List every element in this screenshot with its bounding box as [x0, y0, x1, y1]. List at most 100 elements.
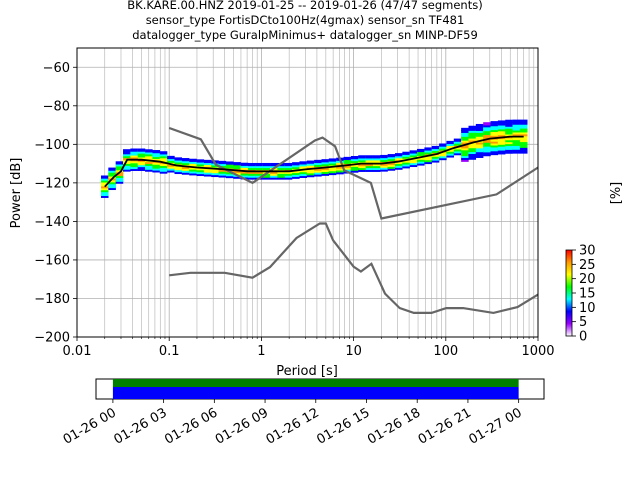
psd-cell	[519, 148, 528, 152]
psd-cell	[431, 153, 440, 157]
psd-cell	[262, 176, 271, 180]
psd-cell	[431, 159, 440, 163]
psd-cell	[490, 144, 499, 148]
psd-cell	[284, 166, 293, 171]
psd-cell	[321, 170, 330, 174]
psd-cell	[417, 158, 425, 162]
psd-cell	[314, 173, 322, 177]
psd-cell	[358, 159, 366, 163]
psd-cell	[159, 151, 168, 155]
psd-cell	[299, 170, 307, 175]
psd-cell	[189, 166, 197, 170]
psd-cell	[505, 129, 513, 133]
psd-cell	[233, 164, 241, 168]
psd-cell	[490, 151, 499, 156]
psd-cell	[255, 162, 263, 167]
psd-cell	[299, 167, 307, 171]
psd-cell	[321, 168, 330, 172]
psd-cell	[483, 151, 491, 155]
psd-cell	[461, 137, 469, 141]
psd-cell	[519, 133, 528, 137]
psd-cell	[475, 149, 484, 153]
psd-cell	[196, 172, 205, 177]
psd-cell	[483, 129, 491, 134]
psd-cell	[247, 172, 256, 176]
psd-cell	[505, 142, 513, 147]
psd-cell	[394, 164, 403, 168]
psd-cell	[490, 138, 499, 142]
psd-cell	[372, 161, 381, 165]
psd-cell	[512, 142, 521, 146]
psd-cell	[123, 156, 131, 161]
psd-cell	[431, 155, 440, 159]
psd-cell	[461, 129, 469, 133]
psd-cell	[439, 153, 447, 157]
psd-cell	[461, 156, 469, 160]
psd-cell	[505, 138, 513, 143]
psd-cell	[130, 152, 138, 156]
psd-cell	[218, 164, 227, 168]
psd-cell	[468, 139, 477, 143]
psd-cell	[255, 172, 263, 176]
psd-cell	[211, 168, 219, 172]
psd-cell	[461, 127, 469, 132]
psd-cell	[203, 171, 212, 175]
psd-cell	[225, 174, 234, 179]
timeline-tick-label: 01-26 09	[213, 405, 271, 447]
psd-cell	[123, 166, 131, 170]
psd-cell	[189, 162, 197, 166]
psd-cell	[211, 169, 219, 174]
psd-cell	[115, 167, 124, 171]
psd-cell	[358, 162, 366, 167]
psd-cell	[167, 169, 175, 173]
psd-cell	[446, 150, 454, 154]
psd-cell	[108, 186, 116, 191]
plot-area	[77, 48, 538, 337]
psd-cell	[461, 141, 469, 145]
psd-cell	[497, 143, 506, 147]
psd-cell	[292, 173, 300, 177]
psd-cell	[130, 154, 138, 158]
psd-cell	[240, 168, 249, 172]
colorbar-tick-label: 10	[579, 301, 596, 316]
psd-cell	[505, 119, 513, 123]
psd-cell	[439, 147, 447, 151]
psd-cell	[314, 167, 322, 171]
psd-cell	[284, 162, 293, 167]
psd-cell	[468, 127, 477, 131]
psd-cell	[439, 149, 447, 153]
psd-cell	[490, 146, 499, 150]
psd-cell	[314, 171, 322, 175]
grid-lines	[76, 48, 538, 338]
psd-cell	[100, 175, 109, 179]
psd-cell	[519, 127, 528, 131]
y-tick-label: −160	[34, 253, 70, 268]
psd-cell	[512, 131, 521, 135]
psd-cell	[152, 151, 160, 156]
psd-cell	[130, 148, 138, 152]
psd-cell	[159, 153, 168, 157]
psd-cell	[218, 162, 227, 167]
psd-cell	[225, 167, 234, 171]
psd-cell	[497, 128, 506, 132]
psd-cell	[115, 180, 124, 184]
psd-cell	[137, 162, 146, 166]
psd-cell	[446, 146, 454, 150]
psd-cell	[431, 147, 440, 152]
psd-cell	[137, 152, 146, 156]
psd-cell	[519, 131, 528, 135]
psd-cell	[365, 159, 374, 163]
psd-cell	[174, 157, 183, 161]
psd-cell	[196, 159, 205, 163]
psd-cell	[306, 168, 315, 172]
mean-psd-line	[104, 135, 524, 188]
psd-cell	[137, 163, 146, 168]
psd-cell	[350, 167, 359, 171]
psd-cell	[483, 131, 491, 136]
psd-cell	[115, 161, 124, 165]
psd-cell	[211, 164, 219, 168]
psd-cell	[512, 146, 521, 150]
psd-cell	[512, 121, 521, 125]
psd-cell	[461, 152, 469, 157]
psd-cell	[461, 149, 469, 153]
